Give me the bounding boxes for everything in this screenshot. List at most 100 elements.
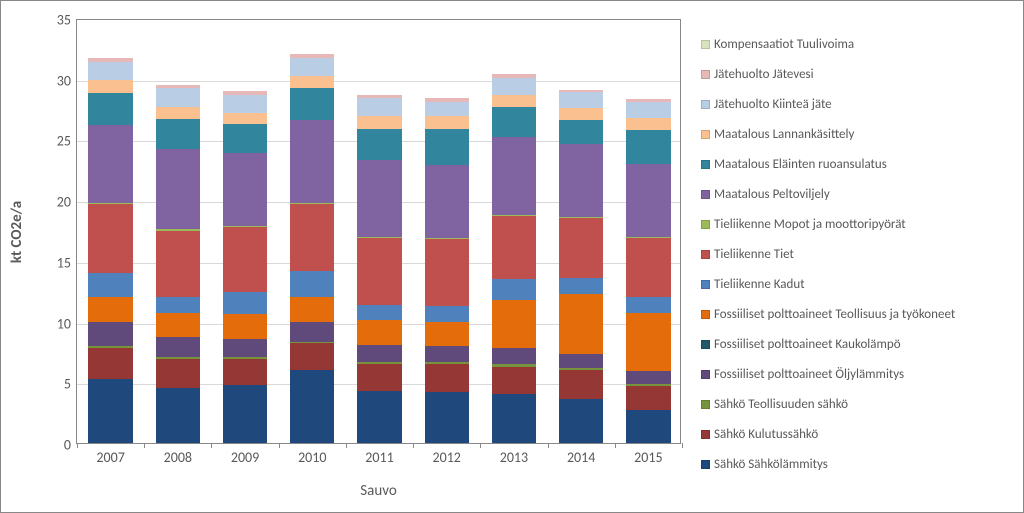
x-axis-title: Sauvo (360, 482, 397, 500)
bar-segment (626, 238, 670, 298)
bar-segment (492, 394, 536, 443)
legend-label: Maatalous Eläinten ruoansulatus (714, 157, 887, 172)
legend-swatch (701, 250, 710, 259)
bar-segment (559, 354, 603, 367)
bar-segment (156, 119, 200, 149)
bar-segment (357, 305, 401, 321)
bar-segment (425, 129, 469, 165)
bar-segment (626, 386, 670, 410)
legend-label: Maatalous Lannankäsittely (714, 127, 854, 142)
y-tick-label: 5 (64, 376, 77, 393)
bar-segment (290, 54, 334, 58)
x-tick-mark (413, 443, 414, 448)
bar-segment (156, 229, 200, 230)
bar-segment (559, 218, 603, 278)
y-tick-label: 20 (57, 194, 77, 211)
bar-segment (223, 95, 267, 113)
legend-item: Sähkö Teollisuuden sähkö (701, 389, 1011, 419)
bar-segment (156, 313, 200, 337)
x-tick-mark (211, 443, 212, 448)
x-tick-mark (615, 443, 616, 448)
bar-segment (156, 297, 200, 313)
bar-segment (290, 342, 334, 343)
bar-2007 (88, 20, 132, 443)
y-tick-label: 10 (57, 315, 77, 332)
legend-item: Fossiiliset polttoaineet Teollisuus ja t… (701, 299, 1011, 329)
legend-swatch (701, 460, 710, 469)
x-tick-label: 2012 (433, 443, 461, 466)
legend-item: Tieliikenne Tiet (701, 239, 1011, 269)
x-tick-mark (77, 443, 78, 448)
bar-segment (357, 98, 401, 116)
legend-label: Tieliikenne Kadut (714, 277, 805, 292)
bar-segment (626, 164, 670, 237)
bar-segment (290, 297, 334, 321)
x-tick-label: 2009 (231, 443, 259, 466)
bar-segment (425, 165, 469, 238)
bar-segment (88, 125, 132, 203)
legend-item: Jätehuolto Kiinteä jäte (701, 89, 1011, 119)
bar-segment (290, 370, 334, 443)
bar-segment (425, 362, 469, 364)
bar-2010 (290, 20, 334, 443)
bar-segment (88, 379, 132, 443)
legend-label: Jätehuolto Kiinteä jäte (714, 97, 832, 112)
y-tick-label: 15 (57, 254, 77, 271)
bar-segment (88, 273, 132, 297)
bar-segment (88, 62, 132, 80)
bar-segment (223, 314, 267, 338)
bar-segment (626, 118, 670, 130)
legend-swatch (701, 220, 710, 229)
legend-item: Sähkö Sähkölämmitys (701, 449, 1011, 479)
bar-segment (223, 113, 267, 124)
bar-segment (290, 120, 334, 203)
legend-swatch (701, 160, 710, 169)
bar-segment (492, 107, 536, 137)
bar-segment (492, 279, 536, 300)
bar-segment (492, 74, 536, 78)
bar-segment (290, 88, 334, 120)
legend: Kompensaatiot TuulivoimaJätehuolto Jätev… (701, 29, 1011, 479)
bar-2011 (357, 20, 401, 443)
bar-segment (88, 322, 132, 346)
bar-segment (156, 85, 200, 89)
bar-2008 (156, 20, 200, 443)
bar-2009 (223, 20, 267, 443)
x-tick-label: 2015 (634, 443, 662, 466)
y-tick-label: 35 (57, 12, 77, 29)
bar-segment (223, 292, 267, 314)
bar-segment (492, 137, 536, 215)
legend-item: Maatalous Lannankäsittely (701, 119, 1011, 149)
bar-segment (156, 337, 200, 356)
bar-segment (357, 345, 401, 362)
bar-segment (425, 239, 469, 306)
bar-segment (357, 237, 401, 238)
bar-segment (559, 368, 603, 370)
bar-segment (357, 160, 401, 237)
x-tick-label: 2010 (298, 443, 326, 466)
bar-segment (156, 107, 200, 119)
legend-swatch (701, 190, 710, 199)
bar-segment (290, 76, 334, 88)
bar-segment (425, 238, 469, 239)
bar-2012 (425, 20, 469, 443)
bar-segment (290, 203, 334, 204)
legend-swatch (701, 310, 710, 319)
x-tick-mark (682, 443, 683, 448)
bar-segment (425, 102, 469, 117)
legend-label: Sähkö Teollisuuden sähkö (714, 397, 848, 412)
legend-label: Tieliikenne Mopot ja moottoripyörät (714, 217, 906, 232)
x-tick-mark (480, 443, 481, 448)
x-tick-mark (144, 443, 145, 448)
bar-segment (425, 98, 469, 102)
bar-segment (559, 399, 603, 443)
chart-container: kt CO2e/a 051015202530352007200820092010… (0, 0, 1024, 513)
y-tick-label: 0 (64, 437, 77, 454)
bar-segment (88, 203, 132, 204)
bar-segment (492, 78, 536, 95)
legend-item: Fossiiliset polttoaineet Öljylämmitys (701, 359, 1011, 389)
bar-segment (425, 392, 469, 443)
bar-segment (559, 294, 603, 355)
bar-segment (492, 300, 536, 349)
bar-segment (626, 371, 670, 383)
